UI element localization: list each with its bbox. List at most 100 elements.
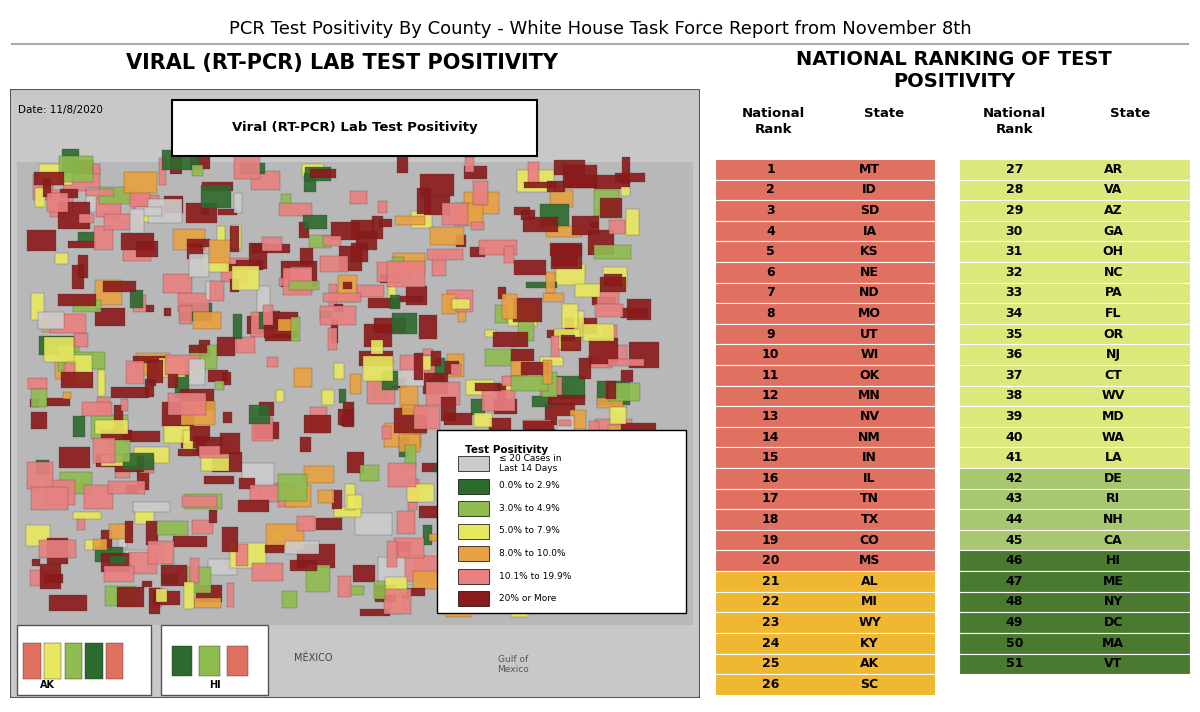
Bar bbox=[77, 518, 85, 530]
Bar bbox=[715, 468, 935, 488]
Bar bbox=[540, 377, 562, 396]
Bar bbox=[395, 408, 427, 434]
Bar bbox=[104, 587, 136, 606]
Bar bbox=[959, 509, 1190, 530]
Bar bbox=[398, 552, 408, 573]
Bar bbox=[289, 281, 319, 290]
Bar bbox=[383, 588, 409, 597]
Bar bbox=[306, 565, 330, 592]
Text: VT: VT bbox=[1104, 657, 1122, 670]
Bar bbox=[95, 308, 125, 326]
Bar bbox=[715, 200, 935, 221]
Bar bbox=[264, 312, 298, 338]
Bar bbox=[149, 379, 156, 386]
Bar bbox=[36, 461, 49, 473]
Bar bbox=[199, 646, 220, 676]
Text: 1: 1 bbox=[767, 163, 775, 176]
Bar bbox=[234, 155, 260, 179]
Text: CO: CO bbox=[859, 534, 880, 547]
Text: AL: AL bbox=[860, 575, 878, 588]
Bar bbox=[215, 381, 223, 390]
Text: HI: HI bbox=[1105, 554, 1121, 567]
Text: VA: VA bbox=[1104, 184, 1122, 197]
Bar bbox=[67, 241, 96, 248]
Bar bbox=[422, 349, 432, 362]
Bar bbox=[715, 159, 935, 179]
Bar bbox=[82, 402, 113, 416]
Bar bbox=[44, 643, 61, 679]
Bar bbox=[194, 598, 221, 607]
Bar bbox=[371, 340, 383, 354]
Bar bbox=[608, 383, 640, 401]
Text: 44: 44 bbox=[1006, 513, 1024, 526]
Text: 43: 43 bbox=[1006, 493, 1022, 506]
Bar bbox=[252, 563, 283, 581]
Text: OK: OK bbox=[859, 369, 880, 382]
Bar bbox=[551, 515, 578, 539]
Bar bbox=[283, 268, 312, 295]
Text: MS: MS bbox=[859, 554, 881, 567]
Bar bbox=[144, 305, 154, 312]
Bar bbox=[31, 487, 68, 510]
Bar bbox=[550, 190, 572, 207]
Bar bbox=[959, 303, 1190, 324]
Bar bbox=[114, 456, 144, 472]
Bar bbox=[238, 500, 269, 512]
Bar bbox=[391, 595, 402, 614]
Bar bbox=[210, 281, 223, 301]
Bar bbox=[601, 345, 628, 360]
Bar bbox=[562, 304, 577, 328]
Bar bbox=[392, 313, 418, 334]
Bar bbox=[424, 373, 448, 394]
Bar bbox=[715, 345, 935, 365]
Bar bbox=[598, 399, 623, 408]
Bar bbox=[468, 510, 476, 522]
Text: 40: 40 bbox=[1006, 431, 1024, 444]
Bar bbox=[346, 484, 355, 510]
Bar bbox=[563, 164, 596, 188]
Bar bbox=[379, 274, 400, 283]
Bar bbox=[416, 188, 431, 214]
Text: OR: OR bbox=[1103, 328, 1123, 340]
Bar bbox=[130, 290, 143, 308]
Bar bbox=[959, 571, 1190, 592]
Bar bbox=[281, 261, 317, 287]
Text: 31: 31 bbox=[1006, 245, 1022, 258]
Bar bbox=[227, 583, 234, 607]
Bar bbox=[523, 182, 556, 189]
Bar bbox=[464, 192, 499, 214]
Bar bbox=[316, 518, 342, 530]
Bar bbox=[252, 244, 289, 253]
Text: MA: MA bbox=[1103, 637, 1124, 650]
Text: 14: 14 bbox=[762, 431, 780, 444]
Bar bbox=[552, 244, 577, 266]
Bar bbox=[715, 262, 935, 283]
Bar bbox=[504, 246, 514, 263]
Bar bbox=[715, 447, 935, 468]
Bar bbox=[221, 258, 248, 283]
Bar bbox=[241, 463, 274, 486]
Bar bbox=[414, 353, 422, 379]
Bar bbox=[101, 530, 113, 550]
Bar bbox=[140, 459, 154, 473]
Bar bbox=[448, 354, 464, 377]
Bar bbox=[302, 215, 326, 229]
Bar bbox=[384, 589, 410, 614]
Bar bbox=[335, 507, 361, 517]
Bar bbox=[217, 337, 235, 356]
Bar bbox=[959, 241, 1190, 262]
Bar bbox=[424, 197, 450, 216]
Bar bbox=[304, 173, 316, 192]
Bar bbox=[610, 407, 626, 424]
Bar bbox=[343, 282, 353, 289]
Bar bbox=[397, 155, 408, 172]
Bar bbox=[290, 317, 300, 342]
Bar bbox=[456, 236, 466, 246]
Bar bbox=[100, 187, 133, 204]
Bar bbox=[486, 330, 497, 337]
Bar bbox=[133, 195, 158, 209]
Bar bbox=[430, 226, 464, 245]
Bar bbox=[521, 210, 535, 220]
Bar bbox=[121, 234, 154, 250]
Bar bbox=[578, 436, 604, 456]
